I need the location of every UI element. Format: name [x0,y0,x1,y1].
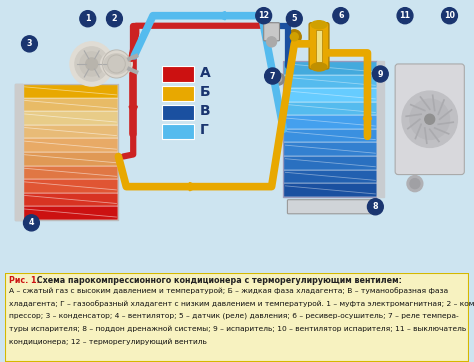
Text: 12: 12 [258,11,269,20]
Text: 5: 5 [292,14,297,23]
Polygon shape [283,183,377,197]
Circle shape [286,10,302,27]
FancyBboxPatch shape [162,85,193,101]
Circle shape [333,8,349,24]
FancyBboxPatch shape [5,273,469,362]
Circle shape [21,36,37,52]
Bar [377,61,384,197]
Text: 2: 2 [112,14,117,23]
Circle shape [425,114,435,124]
Text: 11: 11 [400,11,410,20]
Circle shape [107,10,122,27]
Circle shape [291,33,298,41]
Polygon shape [283,61,377,75]
Circle shape [367,199,383,215]
Circle shape [264,68,281,84]
Polygon shape [283,156,377,169]
Polygon shape [23,111,118,125]
Polygon shape [23,138,118,152]
Text: В: В [200,104,210,118]
Circle shape [402,91,457,147]
Bar [15,84,23,220]
Circle shape [287,30,301,44]
Text: 4: 4 [28,218,34,227]
FancyBboxPatch shape [287,200,374,214]
Circle shape [80,52,104,76]
FancyBboxPatch shape [162,105,193,120]
Polygon shape [283,129,377,142]
FancyBboxPatch shape [395,64,465,174]
Text: 3: 3 [27,39,32,49]
FancyBboxPatch shape [309,23,329,69]
Polygon shape [23,84,118,98]
Circle shape [410,178,420,189]
Circle shape [410,99,449,139]
Circle shape [397,8,413,24]
FancyBboxPatch shape [316,30,322,62]
Circle shape [442,8,457,24]
Polygon shape [23,179,118,193]
Ellipse shape [311,63,327,71]
Ellipse shape [104,54,129,74]
Ellipse shape [311,21,327,29]
Text: прессор; 3 – конденсатор; 4 – вентилятор; 5 – датчик (реле) давления; 6 – ресиве: прессор; 3 – конденсатор; 4 – вентилятор… [9,313,458,319]
Polygon shape [23,125,118,138]
Polygon shape [23,152,118,165]
Text: Схема парокомпрессионного кондиционера с терморегулирующим вентилем:: Схема парокомпрессионного кондиционера с… [35,276,402,285]
Circle shape [407,176,423,191]
Text: Б: Б [200,85,210,99]
Circle shape [373,66,388,82]
Polygon shape [23,193,118,206]
Circle shape [24,215,39,231]
Polygon shape [283,142,377,156]
Polygon shape [283,102,377,115]
Text: А – сжатый газ с высоким давлением и температурой; Б – жидкая фаза хладагента; В: А – сжатый газ с высоким давлением и тем… [9,287,448,294]
FancyBboxPatch shape [162,124,193,139]
Circle shape [86,58,98,70]
Circle shape [256,8,272,24]
Circle shape [275,76,282,82]
Circle shape [80,10,96,27]
Text: Рис. 1.: Рис. 1. [9,276,39,285]
Text: кондиционера; 12 – терморегулирующий вентиль: кондиционера; 12 – терморегулирующий вен… [9,338,207,345]
Polygon shape [23,98,118,111]
Text: 10: 10 [444,11,455,20]
Polygon shape [23,165,118,179]
Circle shape [70,42,113,86]
Text: хладагента; Г – газообразный хладагент с низким давлением и температурой. 1 – му: хладагента; Г – газообразный хладагент с… [9,300,474,307]
Polygon shape [283,75,377,88]
Polygon shape [283,169,377,183]
Ellipse shape [100,51,132,77]
FancyBboxPatch shape [264,23,280,41]
FancyBboxPatch shape [162,67,193,81]
Circle shape [75,47,109,81]
Text: 8: 8 [373,202,378,211]
Text: 6: 6 [338,11,344,20]
Polygon shape [283,115,377,129]
Polygon shape [23,206,118,220]
Text: 1: 1 [85,14,91,23]
Text: Г: Г [200,123,208,137]
Polygon shape [283,88,377,102]
Text: 9: 9 [378,70,383,79]
Circle shape [273,73,284,85]
Circle shape [267,37,276,47]
Text: А: А [200,66,210,80]
Text: туры испарителя; 8 – поддон дренажной системы; 9 – испаритель; 10 – вентилятор и: туры испарителя; 8 – поддон дренажной си… [9,325,466,332]
Text: 7: 7 [270,72,275,80]
